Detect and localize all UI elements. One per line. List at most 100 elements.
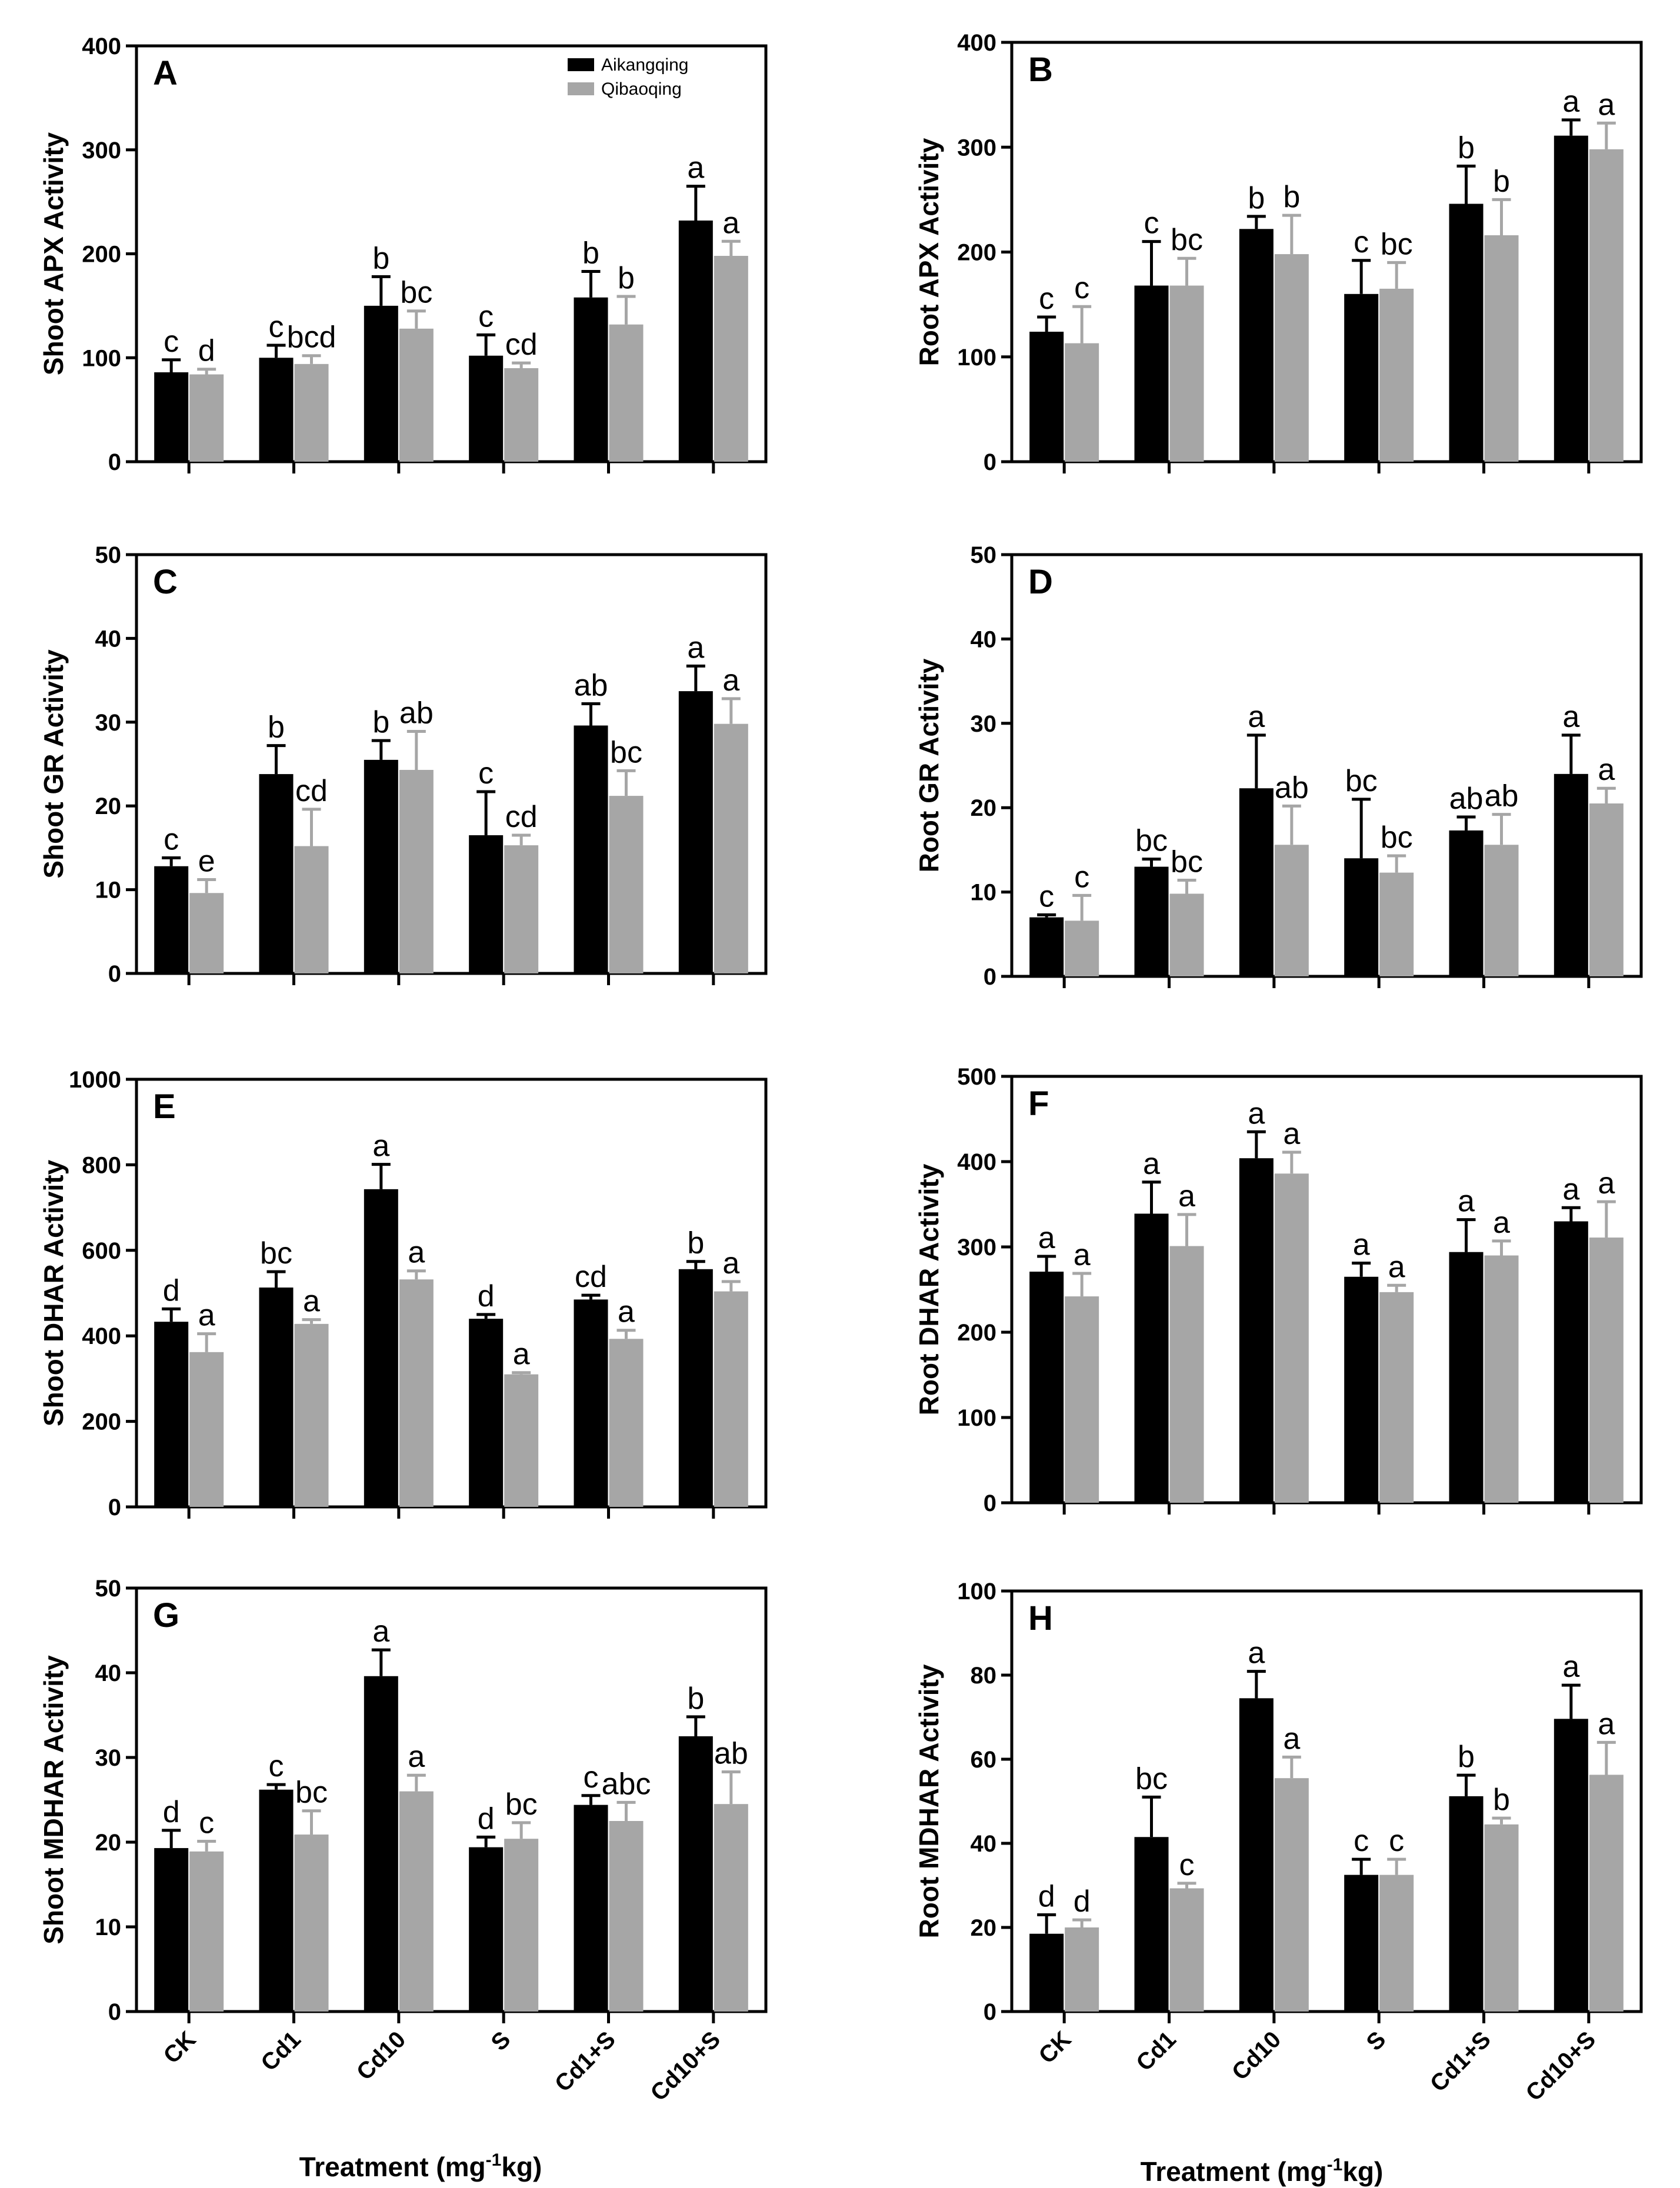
- significance-letter: b: [1248, 181, 1265, 215]
- y-tick-label: 40: [95, 1660, 122, 1686]
- significance-letter: a: [1458, 1185, 1475, 1219]
- significance-letter: a: [1562, 1172, 1579, 1206]
- plot-frame: [135, 553, 768, 975]
- bar: [504, 845, 539, 973]
- y-tick-label: 400: [82, 34, 121, 59]
- significance-letter: d: [478, 1279, 495, 1313]
- significance-letter: cd: [295, 774, 328, 808]
- significance-letter: b: [1458, 1740, 1475, 1774]
- y-axis-title: Root GR Activity: [914, 658, 944, 872]
- significance-letter: c: [1389, 1824, 1404, 1858]
- significance-letter: c: [478, 299, 494, 333]
- bar: [1344, 1875, 1379, 2012]
- y-tick-label: 100: [82, 345, 121, 371]
- significance-letter: a: [1143, 1147, 1160, 1181]
- significance-letter: b: [1458, 131, 1475, 165]
- significance-letter: a: [1283, 1722, 1300, 1756]
- y-tick-label: 1000: [69, 1067, 121, 1093]
- significance-letter: a: [722, 1246, 739, 1280]
- y-tick-label: 40: [971, 626, 997, 652]
- y-tick-label: 30: [95, 710, 122, 736]
- y-tick-label: 30: [971, 711, 997, 737]
- significance-letter: d: [198, 334, 215, 368]
- bar: [259, 1288, 294, 1507]
- bar: [154, 1322, 189, 1507]
- bar: [364, 305, 398, 462]
- bar: [154, 1848, 189, 2012]
- bar: [1274, 845, 1309, 976]
- x-axis-title-right: Treatment (mg-1kg): [1141, 2155, 1384, 2187]
- y-tick-label: 300: [957, 1235, 996, 1260]
- y-tick-label: 20: [971, 1915, 997, 1941]
- x-axis-title-right-sup: -1: [1327, 2155, 1343, 2174]
- bar: [259, 774, 294, 973]
- significance-letter: c: [478, 756, 494, 791]
- bar: [1554, 1719, 1588, 2012]
- bar: [1379, 872, 1414, 976]
- x-tick-label: Cd10+S: [646, 2026, 726, 2106]
- significance-letter: a: [1178, 1179, 1195, 1213]
- significance-letter: c: [269, 310, 284, 344]
- bar: [469, 1319, 504, 1507]
- y-tick-label: 300: [957, 135, 996, 161]
- y-tick-label: 200: [957, 240, 996, 266]
- significance-letter: b: [582, 236, 599, 271]
- significance-letter: bc: [1171, 845, 1203, 879]
- panel-letter: B: [1028, 51, 1053, 89]
- bar: [399, 1279, 434, 1507]
- panel-letter: C: [153, 563, 178, 601]
- bar: [1169, 1246, 1204, 1503]
- bar: [1065, 1296, 1099, 1503]
- bar: [1239, 1158, 1274, 1503]
- significance-letter: a: [1248, 1096, 1265, 1130]
- x-tick-label: S: [1362, 2026, 1391, 2056]
- significance-letter: bc: [1381, 820, 1413, 855]
- significance-letter: c: [1354, 1824, 1369, 1858]
- y-tick-label: 10: [95, 878, 122, 903]
- bar: [609, 324, 644, 462]
- panel-letter: D: [1028, 563, 1053, 601]
- significance-letter: c: [584, 1760, 599, 1795]
- bar: [259, 1789, 294, 2012]
- significance-letter: a: [1562, 85, 1579, 119]
- bar: [714, 1291, 748, 1507]
- x-tick-label: Cd10+S: [1521, 2026, 1601, 2106]
- bar: [294, 846, 329, 973]
- bar: [1274, 254, 1309, 462]
- bar: [1344, 858, 1379, 976]
- panel-letter: E: [153, 1088, 176, 1126]
- significance-letter: a: [198, 1299, 215, 1333]
- x-tick-label: Cd1+S: [1425, 2026, 1496, 2097]
- significance-letter: bc: [1345, 764, 1378, 798]
- bar: [574, 1805, 608, 2012]
- significance-letter: a: [408, 1740, 425, 1774]
- y-axis-title: Shoot MDHAR Activity: [38, 1655, 69, 1944]
- significance-letter: bcd: [287, 321, 336, 355]
- bar: [574, 725, 608, 973]
- bar: [678, 220, 713, 462]
- significance-letter: d: [478, 1802, 495, 1836]
- y-tick-label: 500: [957, 1064, 996, 1090]
- significance-letter: c: [199, 1806, 214, 1840]
- bar: [1344, 1276, 1379, 1503]
- bar: [1274, 1778, 1309, 2012]
- significance-letter: c: [269, 1749, 284, 1783]
- y-tick-label: 40: [971, 1831, 997, 1857]
- significance-letter: b: [268, 711, 285, 745]
- bar: [399, 328, 434, 462]
- significance-letter: a: [372, 1129, 389, 1163]
- y-tick-label: 200: [82, 1409, 121, 1435]
- panel-letter: G: [153, 1596, 179, 1635]
- significance-letter: a: [722, 206, 739, 240]
- x-axis-title-left-sup: -1: [486, 2150, 502, 2170]
- x-tick-label: Cd1: [256, 2026, 306, 2076]
- bar: [714, 256, 748, 462]
- x-tick-label: Cd1+S: [550, 2026, 621, 2097]
- y-tick-label: 0: [108, 449, 121, 475]
- y-tick-label: 20: [95, 793, 122, 819]
- y-tick-label: 400: [957, 30, 996, 56]
- y-tick-label: 200: [957, 1320, 996, 1346]
